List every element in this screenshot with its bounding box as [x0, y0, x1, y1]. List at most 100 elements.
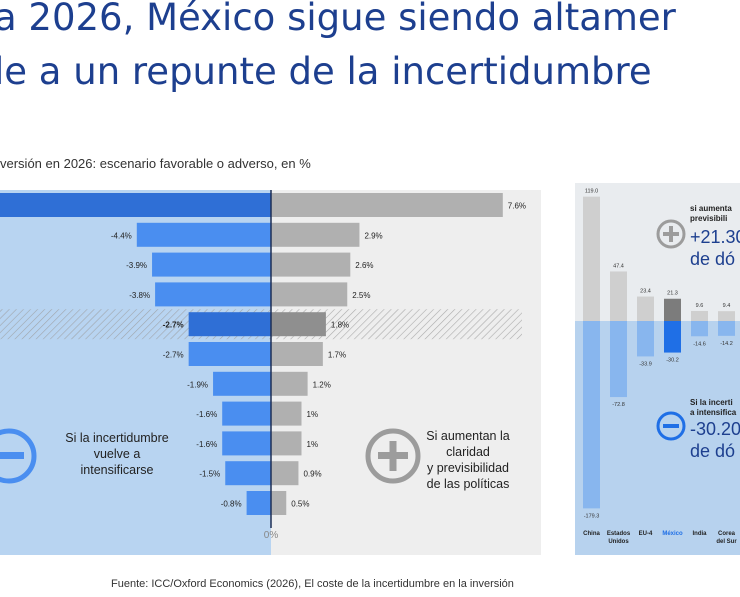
- country-category-label: India: [692, 531, 707, 537]
- country-bar-negative: [664, 321, 681, 353]
- favorable-bar: [271, 312, 326, 337]
- country-category-label: Corea: [718, 531, 736, 537]
- lower-note-small-2: a intensifica: [690, 408, 737, 417]
- adverse-value-label: -2.7%: [163, 351, 184, 360]
- small-minus-icon-bar: [663, 424, 679, 428]
- country-value-negative: -179.3: [584, 513, 600, 519]
- lower-note-small-1: Si la incerti: [690, 398, 733, 407]
- adverse-label-line-1: Si la incertidumbre: [65, 431, 169, 445]
- title-line-2: le a un repunte de la incertidumbre: [0, 50, 652, 93]
- lower-note-small: Si la incerti a intensifica: [690, 398, 736, 418]
- country-bar-negative: [718, 321, 735, 336]
- favorable-label-line-3: y previsibilidad: [427, 461, 509, 475]
- adverse-bar: [222, 401, 271, 426]
- country-bar-positive: [664, 298, 681, 321]
- country-bar-negative: [637, 321, 654, 357]
- source-note: Fuente: ICC/Oxford Economics (2026), El …: [111, 578, 514, 590]
- chart-subtitle: versión en 2026: escenario favorable o a…: [0, 156, 311, 171]
- favorable-label-line-1: Si aumentan la: [426, 429, 510, 443]
- zero-label: 0%: [264, 530, 279, 541]
- favorable-bar: [271, 461, 299, 486]
- favorable-value-label: 2.6%: [355, 261, 373, 270]
- upper-note-small: si aumenta previsibili: [690, 204, 732, 224]
- country-category-label: México: [662, 531, 683, 537]
- adverse-value-label: -0.8%: [221, 500, 242, 509]
- adverse-value-label: -1.9%: [187, 380, 208, 389]
- small-plus-icon-v: [669, 226, 673, 242]
- lower-note-big: -30.20 de dó: [690, 418, 740, 462]
- favorable-bar: [271, 491, 287, 515]
- plus-icon: [365, 428, 421, 484]
- favorable-value-label: 1.2%: [313, 380, 331, 389]
- upper-note-small-2: previsibili: [690, 214, 728, 223]
- small-plus-icon: [656, 219, 686, 249]
- favorable-value-label: 0.9%: [303, 470, 321, 479]
- country-category-label: del Sur: [716, 539, 737, 545]
- favorable-label-line-2: claridad: [446, 445, 490, 459]
- country-value-positive: 21.3: [667, 291, 678, 297]
- adverse-bar: [0, 193, 271, 217]
- adverse-bar: [152, 252, 271, 277]
- upper-note-big: +21.30 de dó: [690, 226, 740, 270]
- country-value-negative: -14.2: [720, 341, 733, 347]
- favorable-label: Si aumentan la claridad y previsibilidad…: [398, 428, 538, 492]
- country-bar-positive: [718, 311, 735, 321]
- country-category-label: EU-4: [639, 531, 653, 537]
- country-category-label: Estados: [607, 531, 631, 537]
- favorable-bar: [271, 282, 348, 307]
- country-value-positive: 47.4: [613, 263, 624, 269]
- favorable-bar: [271, 342, 323, 366]
- favorable-bar: [271, 431, 302, 456]
- lower-note-big-2: de dó: [690, 441, 736, 461]
- country-value-positive: 9.4: [723, 303, 731, 309]
- country-value-positive: 23.4: [640, 289, 651, 295]
- country-bar-negative: [610, 321, 627, 398]
- favorable-value-label: 1%: [307, 440, 319, 449]
- country-panel-lower: [575, 321, 740, 555]
- favorable-value-label: 1.7%: [328, 351, 346, 360]
- country-category-label: Unidos: [608, 539, 629, 545]
- favorable-bar: [271, 222, 360, 247]
- favorable-value-label: 1%: [307, 410, 319, 419]
- country-value-negative: -33.9: [639, 361, 652, 367]
- adverse-bar: [222, 431, 271, 456]
- adverse-bar: [213, 371, 271, 396]
- lower-note-big-1: -30.20: [690, 419, 740, 439]
- favorable-value-label: 2.9%: [364, 231, 382, 240]
- upper-note-big-1: +21.30: [690, 227, 740, 247]
- country-bar-positive: [691, 310, 708, 321]
- title-line-1: a 2026, México sigue siendo altamer: [0, 0, 676, 39]
- adverse-label-line-3: intensificarse: [80, 463, 154, 477]
- favorable-label-line-4: de las políticas: [426, 477, 510, 491]
- adverse-value-label: -1.6%: [196, 440, 217, 449]
- country-bar-negative: [691, 321, 708, 337]
- country-bar-positive: [637, 296, 654, 321]
- adverse-value-label: -1.5%: [199, 470, 220, 479]
- country-value-negative: -30.2: [666, 358, 679, 364]
- adverse-bar: [188, 342, 271, 366]
- minus-icon-bar: [0, 452, 24, 459]
- favorable-value-label: 0.5%: [291, 500, 309, 509]
- upper-note-small-1: si aumenta: [690, 204, 732, 213]
- adverse-value-label: -4.4%: [111, 231, 132, 240]
- favorable-value-label: 1.8%: [331, 321, 349, 330]
- favorable-value-label: 7.6%: [508, 202, 526, 211]
- country-bar-negative: [583, 321, 600, 509]
- favorable-bar: [271, 193, 503, 217]
- minus-icon: [0, 428, 37, 484]
- favorable-panel: [271, 190, 541, 555]
- adverse-value-label: -3.8%: [129, 291, 150, 300]
- favorable-bar: [271, 401, 302, 426]
- country-bar-positive: [583, 196, 600, 321]
- adverse-value-label: -3.9%: [126, 261, 147, 270]
- adverse-bar: [188, 312, 271, 337]
- adverse-value-label: -1.6%: [196, 410, 217, 419]
- country-value-positive: 9.6: [696, 303, 704, 309]
- adverse-label: Si la incertidumbre vuelve a intensifica…: [42, 430, 192, 478]
- country-value-negative: -72.8: [612, 402, 625, 408]
- plus-icon-v: [389, 441, 397, 471]
- adverse-bar: [155, 282, 271, 307]
- country-value-negative: -14.6: [693, 341, 706, 347]
- favorable-bar: [271, 252, 351, 277]
